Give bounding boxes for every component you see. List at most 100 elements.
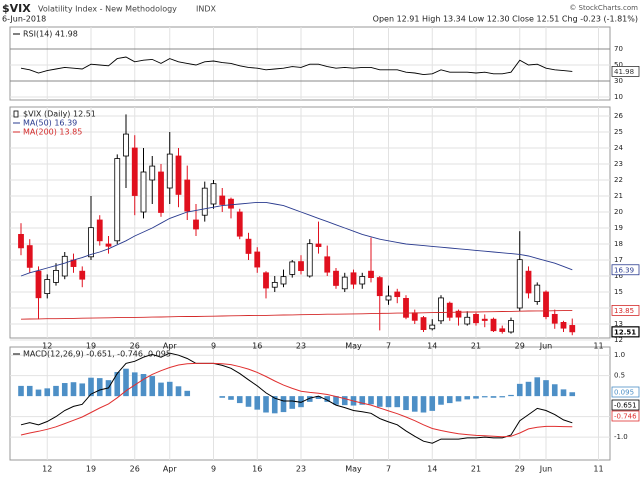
histogram-bar [219, 396, 226, 398]
histogram-bar [228, 396, 234, 400]
histogram-bar [525, 381, 532, 397]
y-tick-label: 10 [614, 93, 623, 101]
candle-body [149, 165, 156, 181]
x-tick-label: 16 [252, 342, 262, 351]
histogram-bar [385, 396, 392, 408]
histogram-bar [184, 390, 191, 397]
histogram-bar [280, 396, 287, 413]
histogram-bar [271, 396, 278, 414]
histogram-bar [175, 386, 182, 397]
legend-label: MACD(12,26,9) -0.651, -0.746, 0.095 [23, 350, 171, 359]
candle-body [263, 272, 269, 289]
candle-body [525, 270, 532, 294]
value-box [611, 399, 640, 411]
histogram-bar [324, 396, 331, 402]
candle-body [420, 317, 427, 331]
histogram-bar [236, 396, 243, 404]
x-tick-label: May [345, 342, 362, 351]
x-tick-label: 19 [86, 465, 96, 474]
histogram-bar [473, 396, 479, 399]
x-tick-label: 11 [593, 465, 603, 474]
y-tick-label: 25 [614, 128, 623, 136]
candle-body [201, 187, 208, 216]
histogram-bar [254, 396, 261, 410]
x-tick-label: Apr [163, 342, 178, 351]
y-tick-label: 24 [614, 144, 623, 152]
value-box [611, 326, 640, 338]
histogram-bar [438, 396, 444, 405]
candle-body [385, 295, 392, 301]
histogram-bar [411, 396, 418, 412]
histogram-bar [341, 396, 348, 406]
x-tick-label: 7 [386, 342, 391, 351]
candle-body [490, 318, 497, 332]
candle-body [158, 171, 164, 213]
y-tick-label: 22 [614, 176, 623, 184]
description: Volatility Index - New Methodology [38, 5, 177, 14]
candle-body [543, 291, 549, 318]
series-line [20, 362, 573, 438]
y-tick-label: 70 [614, 45, 623, 53]
x-tick-label: 29 [515, 465, 525, 474]
candle-body [88, 227, 94, 258]
candle-body [53, 269, 59, 283]
y-tick-label: 15 [614, 288, 623, 296]
x-tick-label: 26 [130, 342, 140, 351]
candle-body [35, 270, 42, 299]
candle-body [551, 313, 558, 324]
histogram-bar [61, 383, 68, 397]
candle-body [429, 324, 436, 330]
x-tick-label: 9 [211, 465, 216, 474]
x-tick-label: Apr [163, 465, 178, 474]
histogram-bar [376, 396, 383, 407]
candle-body [376, 277, 383, 297]
histogram-bar [551, 384, 558, 397]
candle-body [236, 211, 243, 237]
x-tick-label: Jun [539, 342, 553, 351]
candle-body [175, 155, 182, 195]
candle-body [446, 302, 453, 318]
y-tick-label: 50 [614, 61, 623, 69]
panel-frame [9, 26, 611, 101]
histogram-bar [429, 396, 436, 411]
histogram-bar [359, 396, 366, 405]
y-tick-label: 16 [614, 272, 623, 280]
candle-body [79, 270, 86, 280]
candle-body [280, 276, 287, 285]
histogram-bar [79, 383, 86, 397]
candle-body [166, 153, 173, 189]
candle-body [315, 243, 322, 247]
legend-swatch [13, 110, 19, 118]
x-tick-label: 12 [42, 342, 52, 351]
histogram-bar [289, 396, 296, 409]
x-tick-label: 16 [252, 465, 262, 474]
x-tick-label: Jun [539, 465, 553, 474]
x-tick-label: 9 [211, 342, 216, 351]
candle-body [96, 219, 103, 242]
histogram-bar [315, 396, 322, 399]
histogram-bar [481, 396, 488, 398]
candle-body [359, 276, 366, 285]
histogram-bar [140, 374, 147, 397]
value-box [611, 386, 640, 398]
candle-body [455, 310, 462, 318]
legend-label: MA(200) 13.85 [23, 128, 82, 137]
histogram-bar [368, 396, 374, 405]
candle-body [394, 291, 401, 298]
histogram-bar [516, 383, 523, 397]
y-tick-label: 30 [614, 77, 623, 85]
value-box-label: -0.651 [614, 402, 637, 410]
candle-body [368, 270, 374, 279]
candle-body [464, 316, 471, 325]
candle-body [61, 255, 68, 277]
y-tick-label: 1.0 [614, 351, 625, 359]
histogram-bar [18, 385, 24, 397]
candle-body [534, 284, 541, 302]
candle-body [228, 198, 234, 209]
y-tick-label: -1.0 [614, 433, 628, 441]
value-box-label: 41.98 [614, 68, 634, 76]
value-box-label: 13.85 [614, 307, 634, 315]
histogram-bar [35, 389, 42, 397]
candle-body [324, 256, 331, 273]
histogram-bar [394, 396, 401, 408]
